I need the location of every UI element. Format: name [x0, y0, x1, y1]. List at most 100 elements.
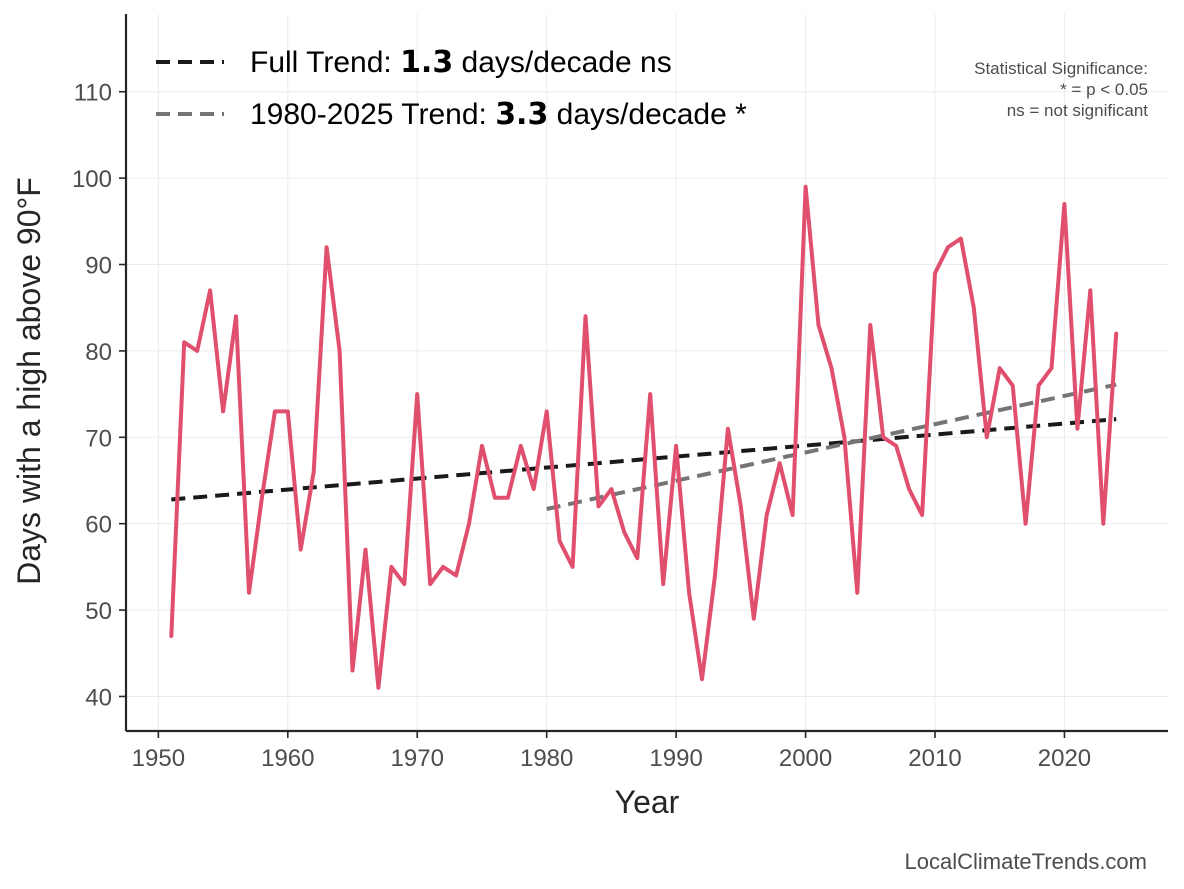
data-point-1959 [273, 409, 277, 413]
data-point-1952 [182, 340, 186, 344]
data-point-1975 [480, 444, 484, 448]
data-point-2022 [1088, 288, 1092, 292]
data-point-1980 [545, 409, 549, 413]
x-tick-label-1960: 1960 [261, 745, 314, 772]
data-point-1963 [325, 245, 329, 249]
x-tick-label-2010: 2010 [908, 745, 961, 772]
y-tick-label-110: 110 [74, 80, 112, 107]
series-line-0 [169, 184, 1119, 690]
data-point-1951 [169, 634, 173, 638]
data-point-2009 [920, 513, 924, 517]
data-point-1998 [778, 461, 782, 465]
data-point-1966 [363, 548, 367, 552]
data-point-2000 [804, 185, 808, 189]
data-point-1971 [428, 582, 432, 586]
data-point-1953 [195, 349, 199, 353]
data-point-1989 [661, 582, 665, 586]
legend-label-full-trend: Full Trend: 1.3 days/decade ns [250, 45, 672, 80]
data-point-2017 [1024, 522, 1028, 526]
data-point-2020 [1062, 202, 1066, 206]
data-point-1976 [493, 496, 497, 500]
data-point-1984 [596, 504, 600, 508]
data-point-2005 [868, 323, 872, 327]
data-point-2023 [1101, 522, 1105, 526]
data-point-2024 [1114, 332, 1118, 336]
data-point-1962 [312, 470, 316, 474]
data-point-1965 [351, 669, 355, 673]
data-point-2004 [855, 591, 859, 595]
significance-p-value: * = p < 0.05 [1060, 80, 1148, 99]
x-tick-label-2020: 2020 [1038, 745, 1091, 772]
data-point-2010 [933, 271, 937, 275]
y-tick-label-100: 100 [72, 166, 112, 193]
x-tick-label-2000: 2000 [779, 745, 832, 772]
x-axis-title: Year [615, 784, 680, 820]
data-point-1968 [389, 565, 393, 569]
y-tick-label-80: 80 [85, 339, 112, 366]
data-point-1961 [299, 548, 303, 552]
data-point-1997 [765, 513, 769, 517]
y-tick-label-50: 50 [85, 598, 112, 625]
data-point-1967 [376, 686, 380, 690]
data-point-1972 [441, 565, 445, 569]
data-point-2016 [1011, 383, 1015, 387]
data-point-2006 [881, 435, 885, 439]
significance-ns: ns = not significant [1007, 101, 1149, 120]
data-point-1987 [635, 556, 639, 560]
data-point-1956 [234, 314, 238, 318]
data-point-1974 [467, 522, 471, 526]
data-point-1973 [454, 574, 458, 578]
data-point-1979 [532, 487, 536, 491]
data-point-2015 [998, 366, 1002, 370]
x-tick-label-1990: 1990 [649, 745, 702, 772]
data-point-1996 [752, 617, 756, 621]
significance-title: Statistical Significance: [974, 59, 1148, 78]
legend-recent-suffix: days/decade * [548, 98, 747, 131]
data-point-2019 [1050, 366, 1054, 370]
data-point-2001 [817, 323, 821, 327]
data-point-1960 [286, 409, 290, 413]
data-point-2013 [972, 306, 976, 310]
trend-line-recent [546, 382, 1117, 511]
y-tick-label-90: 90 [85, 253, 112, 280]
data-point-1978 [519, 444, 523, 448]
data-point-1981 [558, 539, 562, 543]
axes: 1950 1960 1970 1980 1990 2000 2010 2020 40 50 60 70… [72, 14, 1168, 772]
data-point-1970 [415, 392, 419, 396]
data-point-1955 [221, 409, 225, 413]
credit-text: LocalClimateTrends.com [905, 849, 1148, 874]
y-tick-label-70: 70 [85, 425, 112, 452]
y-axis-title: Days with a high above 90°F [11, 177, 47, 585]
data-point-2018 [1037, 383, 1041, 387]
data-point-1957 [247, 591, 251, 595]
series [169, 184, 1119, 690]
data-point-1983 [584, 314, 588, 318]
x-tick-label-1980: 1980 [520, 745, 573, 772]
legend-full-prefix: Full Trend: [250, 46, 400, 79]
data-point-2012 [959, 237, 963, 241]
legend: Full Trend: 1.3 days/decade ns 1980-2025… [156, 45, 747, 132]
data-point-1991 [687, 591, 691, 595]
legend-full-suffix: days/decade ns [453, 46, 671, 79]
data-point-2008 [907, 487, 911, 491]
data-point-1992 [700, 677, 704, 681]
data-point-1985 [609, 487, 613, 491]
data-point-1993 [713, 574, 717, 578]
data-point-1990 [674, 444, 678, 448]
data-point-1969 [402, 582, 406, 586]
legend-recent-value: 3.3 [495, 97, 548, 132]
data-point-1986 [622, 530, 626, 534]
data-point-1954 [208, 288, 212, 292]
data-point-1982 [571, 565, 575, 569]
data-point-1988 [648, 392, 652, 396]
y-tick-label-60: 60 [85, 512, 112, 539]
data-point-1994 [726, 427, 730, 431]
legend-label-recent-trend: 1980-2025 Trend: 3.3 days/decade * [250, 97, 747, 132]
data-point-2021 [1075, 427, 1079, 431]
data-point-2014 [985, 435, 989, 439]
data-point-1964 [338, 349, 342, 353]
y-tick-label-40: 40 [85, 684, 112, 711]
data-point-1999 [791, 513, 795, 517]
legend-recent-prefix: 1980-2025 Trend: [250, 98, 495, 131]
